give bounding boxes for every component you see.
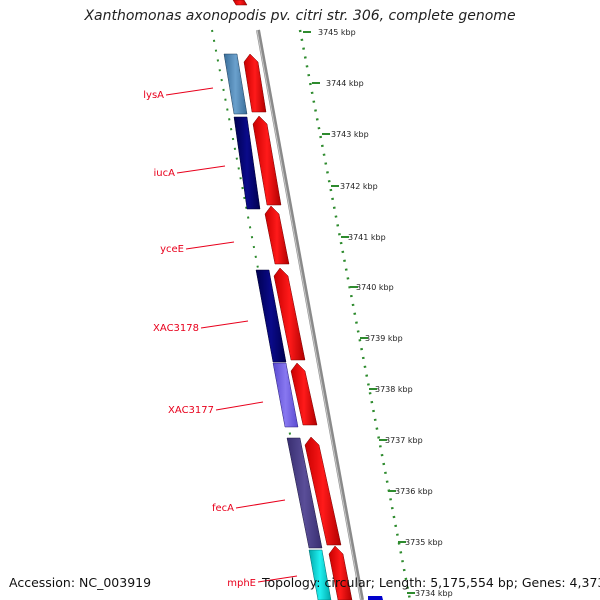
cds-arrow <box>252 115 282 206</box>
gene-block-small <box>368 596 383 600</box>
leader-line <box>215 401 264 411</box>
leader-line <box>176 165 226 174</box>
tick-label: 3734 kbp <box>415 589 453 598</box>
gene-block-iucA <box>233 116 261 210</box>
backbone-highlight <box>256 29 362 600</box>
major-ticks <box>303 31 415 594</box>
gene-label-iucA: iucA <box>154 168 176 179</box>
gene-block-XAC3177 <box>272 362 299 428</box>
accession-text: Accession: NC_003919 <box>9 575 152 590</box>
gene-label-mphE: mphE <box>227 578 256 589</box>
gene-block-lysA <box>223 53 248 115</box>
gene-label-lysA: lysA <box>143 90 164 101</box>
gene-label-fecA: fecA <box>212 503 234 514</box>
genome-title: Xanthomonas axonopodis pv. citri str. 30… <box>84 8 516 24</box>
leader-line <box>165 87 214 96</box>
leader-line <box>200 320 249 329</box>
gene-block-XAC3178 <box>255 269 287 363</box>
topology-text: Topology: circular; Length: 5,175,554 bp… <box>262 575 600 590</box>
cds-arrow <box>232 0 248 6</box>
cds-arrow <box>328 545 353 600</box>
tick-label: 3737 kbp <box>385 436 423 445</box>
cds-arrow <box>273 267 306 361</box>
cds-arrow <box>290 362 318 426</box>
cds-arrow <box>304 436 342 546</box>
tick-label: 3739 kbp <box>365 334 403 343</box>
tick-label: 3740 kbp <box>356 283 394 292</box>
gene-block-mphE <box>308 549 332 600</box>
label-leaders <box>165 87 298 583</box>
forward-cds-track <box>232 0 353 600</box>
tick-label: 3741 kbp <box>348 233 386 242</box>
backbone <box>256 29 364 600</box>
tick-label: 3742 kbp <box>340 182 378 191</box>
gene-labels: lysA iucA yceE XAC3178 XAC3177 fecA mphE <box>143 90 256 589</box>
tick-label: 3745 kbp <box>318 28 356 37</box>
tick-ruler <box>298 29 412 600</box>
gene-label-XAC3177: XAC3177 <box>168 405 214 416</box>
tick-label: 3735 kbp <box>405 538 443 547</box>
leader-line <box>257 575 298 583</box>
tick-label: 3743 kbp <box>331 130 369 139</box>
tick-label: 3736 kbp <box>395 487 433 496</box>
gene-label-yceE: yceE <box>160 244 184 255</box>
gene-track <box>223 53 383 600</box>
cds-arrow <box>264 205 290 265</box>
tick-labels: 3745 kbp 3744 kbp 3743 kbp 3742 kbp 3741… <box>318 28 453 598</box>
gene-block-fecA <box>286 437 323 549</box>
leader-line <box>185 241 235 250</box>
leader-line <box>235 499 286 509</box>
tick-label: 3744 kbp <box>326 79 364 88</box>
tick-label: 3738 kbp <box>375 385 413 394</box>
cds-arrow <box>243 53 267 113</box>
gene-label-XAC3178: XAC3178 <box>153 323 199 334</box>
